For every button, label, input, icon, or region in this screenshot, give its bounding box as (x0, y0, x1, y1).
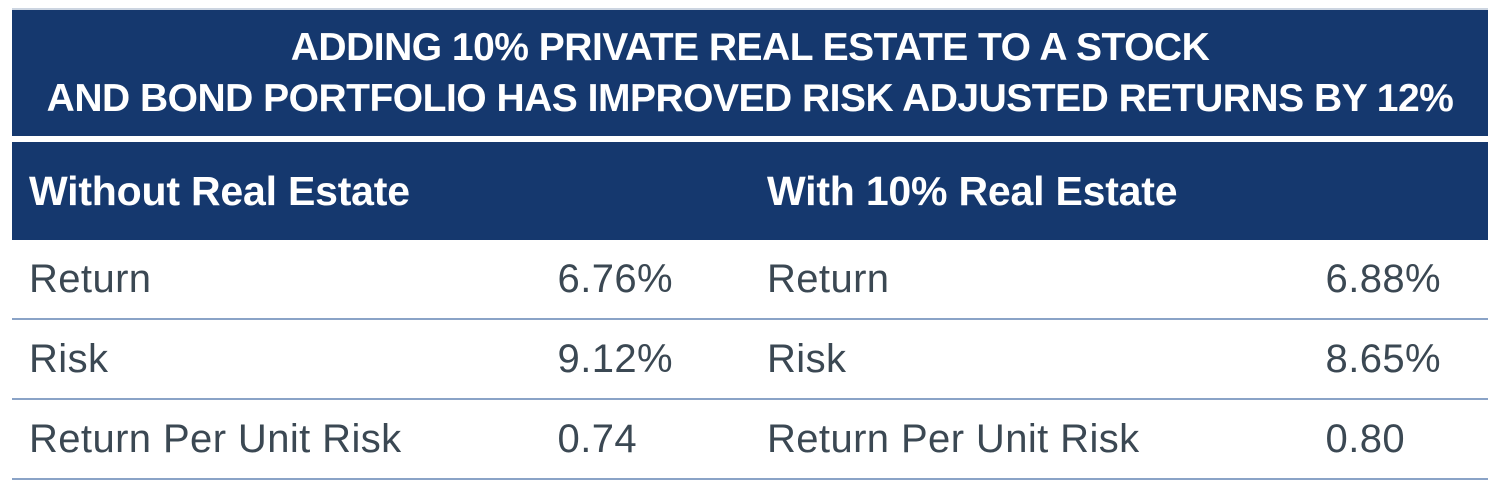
value-number: 8.65 (1325, 336, 1405, 381)
row-label-return: Return (29, 256, 152, 301)
row-value-return-per-unit-risk: 0.80 (1326, 417, 1442, 462)
row-label-return-per-unit-risk: Return Per Unit Risk (29, 416, 402, 461)
column-header-band: Without Real Estate With 10% Real Estate (12, 142, 1488, 240)
value-unit: % (637, 336, 673, 381)
row-value-risk: 9.12% (558, 337, 674, 382)
column-header-with-real-estate: With 10% Real Estate (767, 167, 1178, 214)
row-value-return: 6.88% (1326, 257, 1442, 302)
column-with-real-estate: Return 6.88% Risk 8.65% Return Per Unit … (750, 240, 1488, 480)
value-number: 6.76 (557, 256, 637, 301)
table-row: Return 6.76% (12, 240, 750, 320)
row-value-risk: 8.65% (1326, 337, 1442, 382)
column-header-without-real-estate: Without Real Estate (29, 167, 410, 214)
table-row: Risk 8.65% (750, 320, 1488, 400)
table-row: Return 6.88% (750, 240, 1488, 320)
value-number: 0.74 (557, 416, 637, 461)
table-title-line-2: AND BOND PORTFOLIO HAS IMPROVED RISK ADJ… (46, 77, 1454, 120)
table-container: ADDING 10% PRIVATE REAL ESTATE TO A STOC… (12, 8, 1488, 480)
value-unit: % (637, 256, 673, 301)
table-row: Risk 9.12% (12, 320, 750, 400)
row-label-return-per-unit-risk: Return Per Unit Risk (767, 416, 1140, 461)
title-header-divider (12, 136, 1488, 142)
value-number: 9.12 (557, 336, 637, 381)
value-unit: % (1405, 336, 1441, 381)
row-label-return: Return (767, 256, 890, 301)
row-value-return: 6.76% (558, 257, 674, 302)
value-number: 6.88 (1325, 256, 1405, 301)
table-title-line-1: ADDING 10% PRIVATE REAL ESTATE TO A STOC… (290, 25, 1210, 69)
row-label-risk: Risk (767, 336, 847, 381)
value-number: 0.80 (1325, 416, 1405, 461)
title-banner: ADDING 10% PRIVATE REAL ESTATE TO A STOC… (12, 8, 1488, 136)
table-row: Return Per Unit Risk 0.80 (750, 400, 1488, 480)
row-label-risk: Risk (29, 336, 109, 381)
column-without-real-estate: Return 6.76% Risk 9.12% Return Per Unit … (12, 240, 750, 480)
value-unit: % (1405, 256, 1441, 301)
row-value-return-per-unit-risk: 0.74 (558, 417, 674, 462)
table-row: Return Per Unit Risk 0.74 (12, 400, 750, 480)
table-body: Return 6.76% Risk 9.12% Return Per Unit … (12, 240, 1488, 480)
